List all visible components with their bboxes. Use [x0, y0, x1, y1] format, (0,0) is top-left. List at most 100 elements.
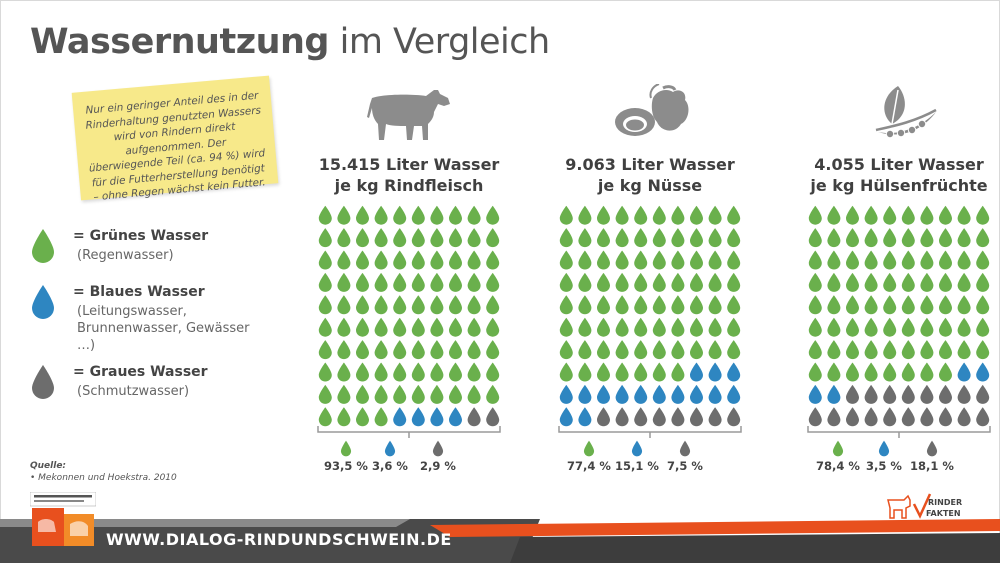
blue-water-drop [708, 384, 722, 404]
green-water-drop [808, 272, 822, 292]
green-water-drop [318, 295, 332, 315]
green-water-drop [318, 250, 332, 270]
green-water-drop [708, 340, 722, 360]
green-water-drop [939, 295, 952, 315]
green-water-drop [901, 362, 915, 382]
green-water-drop [559, 205, 573, 225]
green-water-drop [318, 384, 332, 404]
blue-water-drop [393, 407, 407, 427]
green-water-drop [727, 272, 741, 292]
green-water-drop [901, 205, 915, 225]
green-water-drop [901, 317, 915, 337]
blue-water-drop [727, 384, 741, 404]
source-text: • Mekonnen und Hoekstra. 2010 [30, 473, 177, 483]
green-water-drop [708, 317, 722, 337]
green-water-drop [708, 250, 722, 270]
green-water-drop [671, 362, 685, 382]
green-water-drop [652, 205, 666, 225]
green-water-drop [846, 295, 859, 315]
blue-water-drop [615, 384, 629, 404]
blue-water-drop [449, 407, 462, 427]
chart-title-legumes: 4.055 Liter Wasser je kg Hülsenfrüchte [810, 155, 988, 195]
green-water-drop [559, 362, 573, 382]
blue-water-drop [430, 407, 444, 427]
pct-grey-legumes: 18,1 % [910, 440, 954, 473]
legumes-icon [875, 86, 937, 139]
legend-green-sub: (Regenwasser) [77, 248, 174, 263]
blue-water-drop [827, 384, 841, 404]
green-water-drop [374, 205, 388, 225]
green-water-drop [939, 340, 952, 360]
green-water-drop [708, 228, 722, 248]
green-water-drop [374, 295, 388, 315]
green-water-drop [337, 295, 351, 315]
green-water-drop [559, 228, 573, 248]
green-water-drop [467, 295, 481, 315]
green-water-drop [578, 205, 592, 225]
footer-url[interactable]: WWW.DIALOG-RINDUNDSCHWEIN.DE [106, 530, 452, 549]
green-water-drop [957, 272, 971, 292]
green-water-drop [976, 295, 990, 315]
green-water-drop [883, 250, 897, 270]
green-water-drop [411, 250, 425, 270]
green-water-drop [939, 250, 952, 270]
green-water-drop [578, 362, 592, 382]
grey-drop-icon [32, 365, 54, 399]
bracket-nuts [558, 426, 742, 438]
source-note: Quelle: • Mekonnen und Hoekstra. 2010 [30, 460, 177, 484]
green-water-drop [559, 250, 573, 270]
green-water-drop [374, 407, 388, 427]
green-water-drop [430, 362, 444, 382]
green-water-drop [411, 228, 425, 248]
green-water-drop [411, 384, 425, 404]
bracket-legumes [807, 426, 991, 438]
green-water-drop [467, 362, 481, 382]
green-water-drop [634, 272, 648, 292]
green-water-drop [846, 340, 859, 360]
green-water-drop [318, 362, 332, 382]
green-water-drop [356, 362, 369, 382]
waffle-grid-beef [318, 205, 500, 427]
green-water-drop [652, 317, 666, 337]
green-water-drop [374, 272, 388, 292]
green-water-drop [449, 205, 462, 225]
green-water-drop [827, 228, 841, 248]
green-water-drop [652, 340, 666, 360]
green-water-drop [337, 362, 351, 382]
green-water-drop [901, 272, 915, 292]
green-water-drop [449, 340, 462, 360]
blue-water-drop [690, 362, 703, 382]
green-water-drop [449, 228, 462, 248]
green-water-drop [957, 317, 971, 337]
green-water-drop [827, 250, 841, 270]
pct-blue-legumes: 3,5 % [862, 440, 906, 473]
green-water-drop [411, 205, 425, 225]
green-water-drop [318, 205, 332, 225]
green-water-drop [846, 317, 859, 337]
grey-water-drop [976, 384, 990, 404]
green-water-drop [671, 340, 685, 360]
green-water-drop [597, 228, 610, 248]
blue-water-drop [559, 407, 573, 427]
green-water-drop [486, 250, 500, 270]
green-water-drop [486, 340, 500, 360]
green-water-drop [690, 228, 703, 248]
info-note-text: Nur ein geringer Anteil des in der Rinde… [85, 89, 267, 204]
green-water-drop [615, 317, 629, 337]
blue-water-drop [727, 362, 741, 382]
green-water-drop [393, 384, 407, 404]
grey-water-drop [652, 407, 666, 427]
green-water-drop [467, 205, 481, 225]
green-water-drop [597, 205, 610, 225]
green-water-drop [393, 228, 407, 248]
green-water-drop [597, 340, 610, 360]
green-water-drop [864, 205, 878, 225]
green-water-drop [634, 295, 648, 315]
grey-water-drop [864, 407, 878, 427]
green-water-drop [808, 250, 822, 270]
grey-water-drop [846, 384, 859, 404]
grey-water-drop [957, 407, 971, 427]
green-water-drop [883, 272, 897, 292]
green-water-drop [846, 272, 859, 292]
green-water-drop [615, 272, 629, 292]
